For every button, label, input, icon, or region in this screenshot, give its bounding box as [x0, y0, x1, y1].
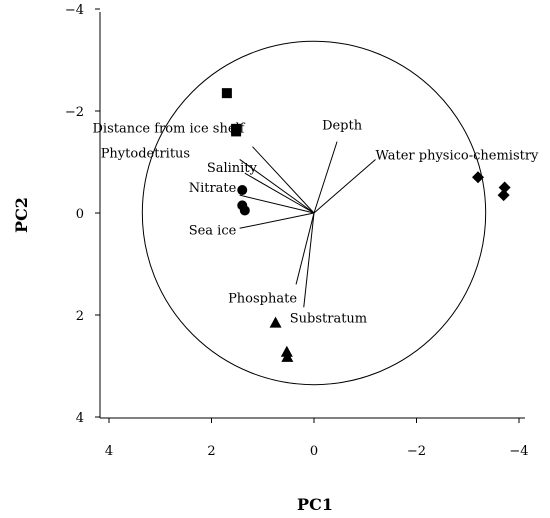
triangle-point [269, 316, 282, 328]
vector-label: Substratum [290, 311, 367, 326]
y-tick-label: −4 [65, 3, 84, 18]
vector-line [313, 159, 376, 214]
x-tick-label: −4 [509, 444, 528, 459]
vector-line [313, 141, 338, 214]
y-axis-ticks: −4 −2 0 2 4 [65, 3, 100, 426]
vector-line [244, 172, 315, 214]
y-axis-title: PC2 [12, 197, 31, 233]
vector-label: Phytodetritus [101, 146, 190, 161]
vector-line [239, 212, 315, 229]
diamond-point [498, 181, 511, 194]
x-tick-label: −2 [407, 444, 426, 459]
x-tick-label: 0 [310, 444, 318, 459]
vector-label: Phosphate [228, 291, 297, 306]
vector-label: Sea ice [189, 223, 237, 238]
x-axis-ticks: 4 2 0 −2 −4 [105, 418, 529, 459]
vector-line [303, 212, 315, 308]
y-tick-label: −2 [65, 105, 84, 120]
vector-label: Water physico-chemistry [376, 148, 540, 163]
x-tick-label: 4 [105, 444, 113, 459]
square-point [221, 88, 232, 99]
vector-line [295, 212, 315, 285]
y-tick-label: 2 [76, 309, 84, 324]
y-tick-label: 4 [76, 411, 84, 426]
y-tick-label: 0 [76, 207, 84, 222]
triangle-point [280, 345, 293, 357]
x-tick-label: 2 [207, 444, 215, 459]
vector-label: Salinity [207, 161, 258, 176]
vector-line [239, 159, 315, 214]
square-point [231, 126, 242, 137]
triangle-point [281, 350, 294, 362]
correlation-circle [141, 40, 487, 386]
x-axis-title: PC1 [297, 495, 333, 514]
circle-point [239, 205, 250, 216]
sample-points [221, 88, 511, 362]
vector-line [239, 194, 315, 214]
vector-label: Distance from ice shelf [93, 122, 246, 137]
vector-line [252, 146, 315, 214]
vector-label: Nitrate [189, 181, 237, 196]
diamond-point [497, 189, 510, 202]
vector-label: Depth [322, 119, 363, 134]
diamond-point [472, 171, 484, 184]
loading-vectors: Distance from ice shelf Phytodetritus Sali… [93, 119, 540, 327]
circle-point [237, 185, 248, 196]
